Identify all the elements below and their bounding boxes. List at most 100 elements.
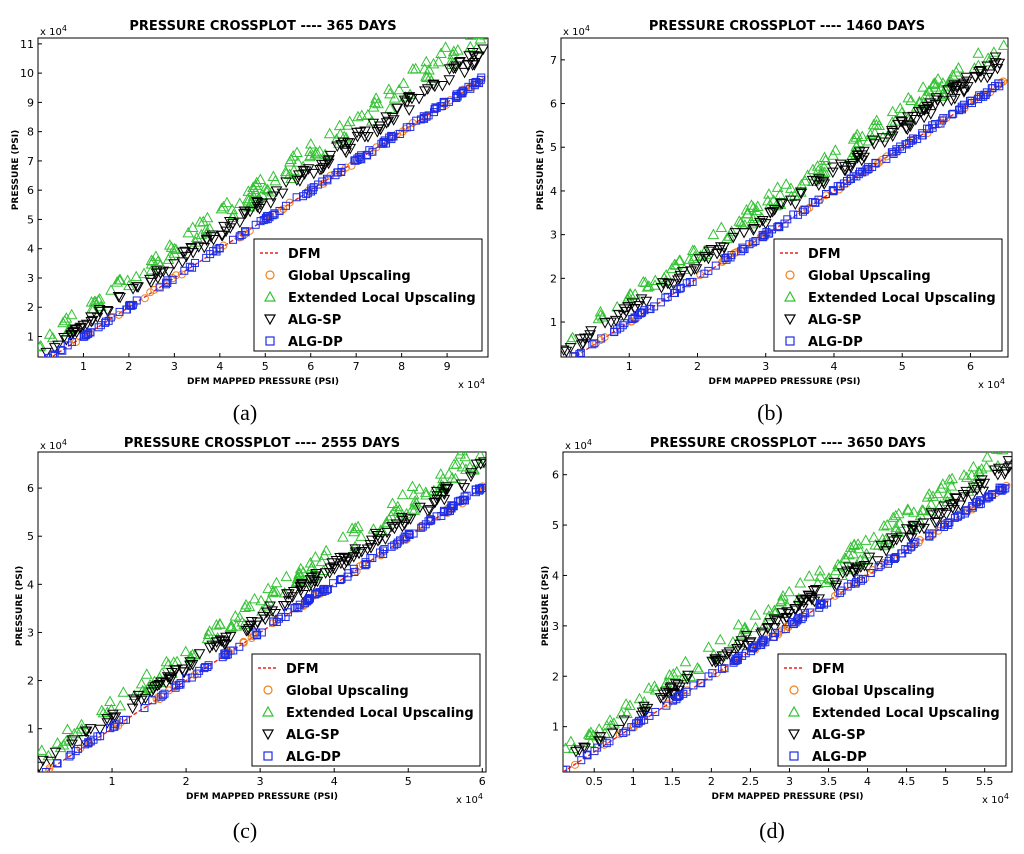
marker-alg-sp	[988, 60, 1000, 71]
marker-extended	[868, 531, 880, 542]
marker-alg-sp	[463, 51, 475, 62]
marker-extended	[763, 610, 775, 621]
marker-alg-dp	[902, 140, 911, 149]
marker-alg-dp	[661, 293, 670, 302]
marker-alg-sp	[966, 491, 978, 503]
y-tick-label: 7	[27, 155, 34, 168]
x-tick-label: 4.5	[898, 775, 916, 788]
marker-extended	[901, 503, 914, 514]
marker-alg-sp	[756, 627, 769, 639]
marker-extended	[162, 253, 175, 264]
marker-alg-sp	[740, 630, 753, 642]
marker-alg-sp	[812, 180, 825, 191]
marker-alg-dp	[836, 588, 845, 597]
marker-alg-dp	[759, 636, 768, 645]
marker-extended	[163, 239, 176, 250]
marker-alg-sp	[309, 571, 322, 583]
marker-extended	[384, 87, 396, 99]
marker-extended	[958, 469, 970, 480]
marker-alg-dp	[696, 679, 705, 688]
marker-alg-sp	[149, 682, 161, 693]
marker-extended	[683, 253, 696, 264]
marker-alg-sp	[395, 512, 408, 524]
marker-alg-sp	[80, 726, 93, 738]
marker-extended	[456, 452, 469, 456]
marker-alg-dp	[940, 522, 949, 531]
marker-extended	[667, 668, 680, 679]
x-tick-label: 8	[398, 360, 405, 373]
marker-alg-sp	[302, 164, 315, 175]
marker-extended	[229, 610, 242, 621]
marker-extended	[291, 146, 303, 157]
marker-alg-dp	[274, 614, 283, 623]
marker-alg-sp	[264, 198, 277, 209]
marker-extended	[179, 645, 192, 657]
marker-alg-dp	[426, 515, 435, 524]
marker-alg-sp	[599, 318, 611, 329]
marker-alg-dp	[618, 321, 627, 330]
marker-extended	[905, 94, 917, 106]
marker-alg-sp	[992, 470, 1004, 481]
marker-extended	[981, 452, 994, 462]
marker-alg-sp	[605, 317, 617, 329]
marker-extended	[801, 169, 814, 180]
marker-alg-sp	[682, 670, 694, 682]
marker-alg-sp	[349, 547, 362, 558]
marker-alg-sp	[406, 93, 418, 105]
marker-extended	[315, 555, 328, 567]
marker-alg-dp	[432, 512, 441, 521]
marker-extended	[304, 137, 317, 149]
marker-global	[569, 356, 572, 357]
legend-label: Global Upscaling	[808, 269, 931, 284]
marker-alg-sp	[267, 191, 279, 203]
marker-alg-dp	[628, 315, 637, 324]
marker-extended	[221, 196, 233, 208]
marker-alg-sp	[304, 575, 317, 586]
marker-extended	[477, 439, 487, 448]
marker-alg-dp	[366, 554, 375, 563]
marker-extended	[117, 686, 130, 697]
marker-alg-sp	[748, 224, 760, 235]
marker-extended	[65, 308, 78, 320]
x-tick-label: 1	[626, 360, 633, 373]
marker-extended	[691, 661, 704, 673]
marker-alg-dp	[42, 356, 51, 357]
marker-alg-dp	[590, 339, 599, 348]
marker-extended	[902, 91, 915, 103]
marker-alg-sp	[878, 137, 891, 149]
marker-alg-sp	[427, 79, 440, 91]
marker-alg-sp	[973, 66, 985, 78]
y-axis-label: PRESSURE (PSI)	[15, 566, 25, 646]
marker-alg-sp	[421, 84, 434, 95]
marker-alg-dp	[257, 628, 266, 637]
marker-alg-sp	[390, 103, 403, 115]
series-alg_dp	[563, 483, 1010, 772]
marker-alg-sp	[900, 123, 912, 134]
y-multiplier: x 104	[563, 24, 590, 38]
marker-extended	[409, 495, 422, 506]
y-multiplier: x 104	[40, 438, 67, 452]
marker-alg-dp	[321, 586, 330, 595]
marker-extended	[867, 118, 880, 130]
marker-alg-sp	[251, 198, 264, 209]
marker-alg-sp	[381, 527, 393, 539]
marker-alg-sp	[721, 649, 733, 660]
x-tick-label: 3	[786, 775, 793, 788]
marker-alg-sp	[245, 621, 257, 632]
marker-alg-sp	[969, 72, 982, 83]
marker-alg-sp	[636, 707, 649, 719]
marker-alg-sp	[306, 581, 319, 593]
x-tick-label: 1	[80, 360, 87, 373]
marker-extended	[472, 38, 485, 39]
marker-alg-dp	[155, 283, 164, 292]
marker-extended	[397, 77, 410, 88]
marker-alg-sp	[386, 522, 398, 533]
marker-alg-dp	[582, 750, 591, 759]
axes-box	[37, 451, 487, 773]
marker-alg-sp	[655, 283, 668, 294]
marker-extended	[130, 270, 143, 282]
axes-box	[562, 451, 1013, 773]
marker-alg-dp	[771, 629, 780, 638]
legend-marker-alg-dp	[265, 336, 275, 346]
marker-alg-sp	[353, 548, 365, 560]
